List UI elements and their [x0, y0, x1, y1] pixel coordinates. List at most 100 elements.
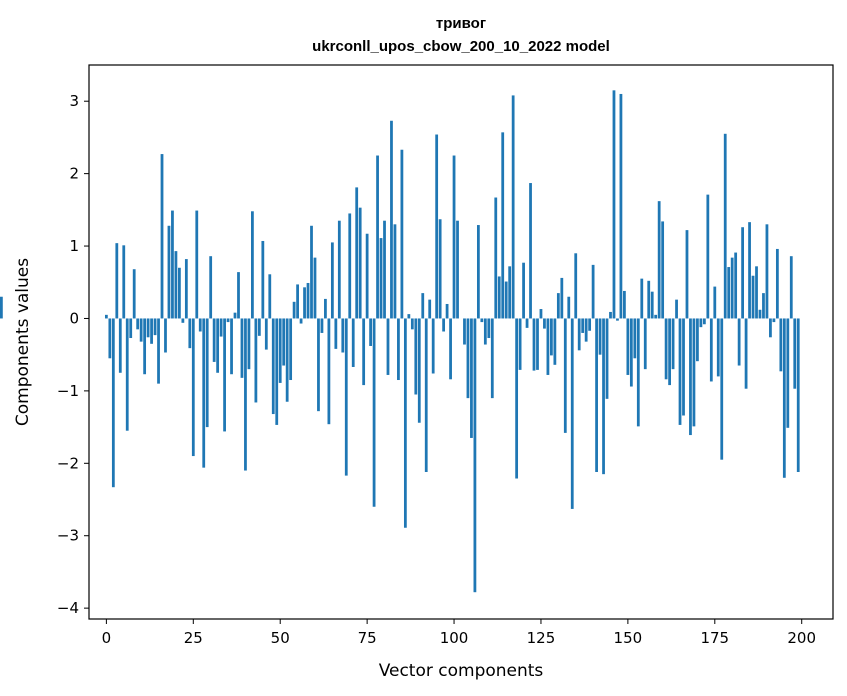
x-axis-ticks: 0 25 50 75 100 125 150 175 200 — [102, 619, 816, 647]
bar — [775, 248, 779, 319]
bar — [299, 318, 303, 324]
bar — [313, 257, 317, 319]
bar — [543, 318, 546, 329]
bar — [212, 318, 216, 362]
bar — [0, 296, 3, 319]
chart-title: тривог — [436, 15, 486, 32]
bar — [143, 318, 147, 375]
bar — [699, 318, 703, 328]
bar — [362, 318, 366, 386]
bar — [546, 318, 550, 375]
y-tick-label: −2 — [57, 454, 79, 472]
bar — [153, 318, 157, 336]
bar — [769, 318, 772, 338]
bar — [240, 318, 244, 378]
x-tick-label: 0 — [102, 629, 112, 647]
bar — [129, 318, 133, 339]
bar — [303, 287, 306, 319]
bar — [351, 318, 355, 367]
bar — [470, 318, 473, 438]
bar — [598, 318, 602, 355]
bar — [789, 256, 793, 319]
bar — [758, 309, 762, 319]
bar — [233, 312, 237, 319]
bar — [692, 318, 696, 427]
bar — [174, 251, 178, 319]
bar — [466, 318, 470, 399]
x-tick-label: 150 — [614, 629, 643, 647]
bar — [115, 243, 119, 319]
bar — [428, 299, 432, 319]
bar — [254, 318, 258, 403]
bar — [209, 256, 213, 319]
bar — [244, 318, 247, 471]
bar — [348, 213, 352, 319]
bar — [713, 286, 717, 319]
x-tick-label: 200 — [787, 629, 816, 647]
bar — [205, 318, 209, 428]
bar — [577, 318, 581, 351]
bar — [550, 318, 553, 356]
bar — [560, 277, 564, 319]
bar — [424, 318, 428, 472]
bar — [292, 301, 296, 319]
bar — [706, 194, 710, 319]
bar — [480, 318, 484, 323]
bar — [793, 318, 797, 389]
bar — [494, 197, 498, 319]
x-tick-label: 175 — [700, 629, 729, 647]
bar — [716, 318, 720, 377]
bar — [327, 318, 331, 425]
bar — [219, 318, 223, 337]
bar — [626, 318, 630, 375]
bar — [216, 318, 220, 373]
bar — [257, 318, 261, 336]
bar — [379, 238, 383, 319]
bar — [553, 318, 557, 365]
bar — [383, 220, 386, 319]
bar — [344, 318, 348, 476]
bar — [796, 318, 800, 472]
bar — [449, 318, 452, 380]
bar — [132, 269, 136, 319]
bar — [723, 133, 727, 319]
x-axis-label: Vector components — [379, 661, 544, 681]
bar — [563, 318, 567, 433]
bar — [727, 267, 731, 319]
bar — [355, 187, 359, 319]
bar — [636, 318, 640, 427]
bar — [264, 318, 268, 350]
bar — [178, 267, 181, 319]
bar — [324, 298, 327, 319]
x-tick-label: 125 — [527, 629, 556, 647]
bar — [341, 318, 345, 353]
bar — [289, 318, 293, 381]
y-tick-label: 2 — [69, 165, 79, 183]
bar — [237, 272, 240, 319]
plot-frame — [88, 64, 834, 620]
y-axis-label: Components values — [13, 258, 33, 426]
bar — [647, 280, 651, 319]
y-tick-label: −3 — [57, 527, 79, 545]
bar — [556, 293, 560, 319]
bar — [278, 318, 282, 383]
bar — [483, 318, 487, 345]
bar — [438, 219, 442, 319]
bar — [463, 318, 466, 345]
bar — [157, 318, 160, 384]
bar — [164, 318, 167, 353]
bar — [226, 318, 230, 323]
bar — [515, 318, 519, 479]
bar — [188, 318, 192, 349]
bar — [369, 318, 372, 346]
bar — [414, 318, 418, 395]
bar — [111, 318, 115, 488]
bar — [296, 284, 299, 319]
bar — [497, 276, 501, 319]
bar — [122, 245, 126, 319]
bar — [198, 318, 202, 332]
bar — [504, 281, 508, 319]
bar — [397, 318, 400, 381]
bar — [490, 318, 494, 399]
